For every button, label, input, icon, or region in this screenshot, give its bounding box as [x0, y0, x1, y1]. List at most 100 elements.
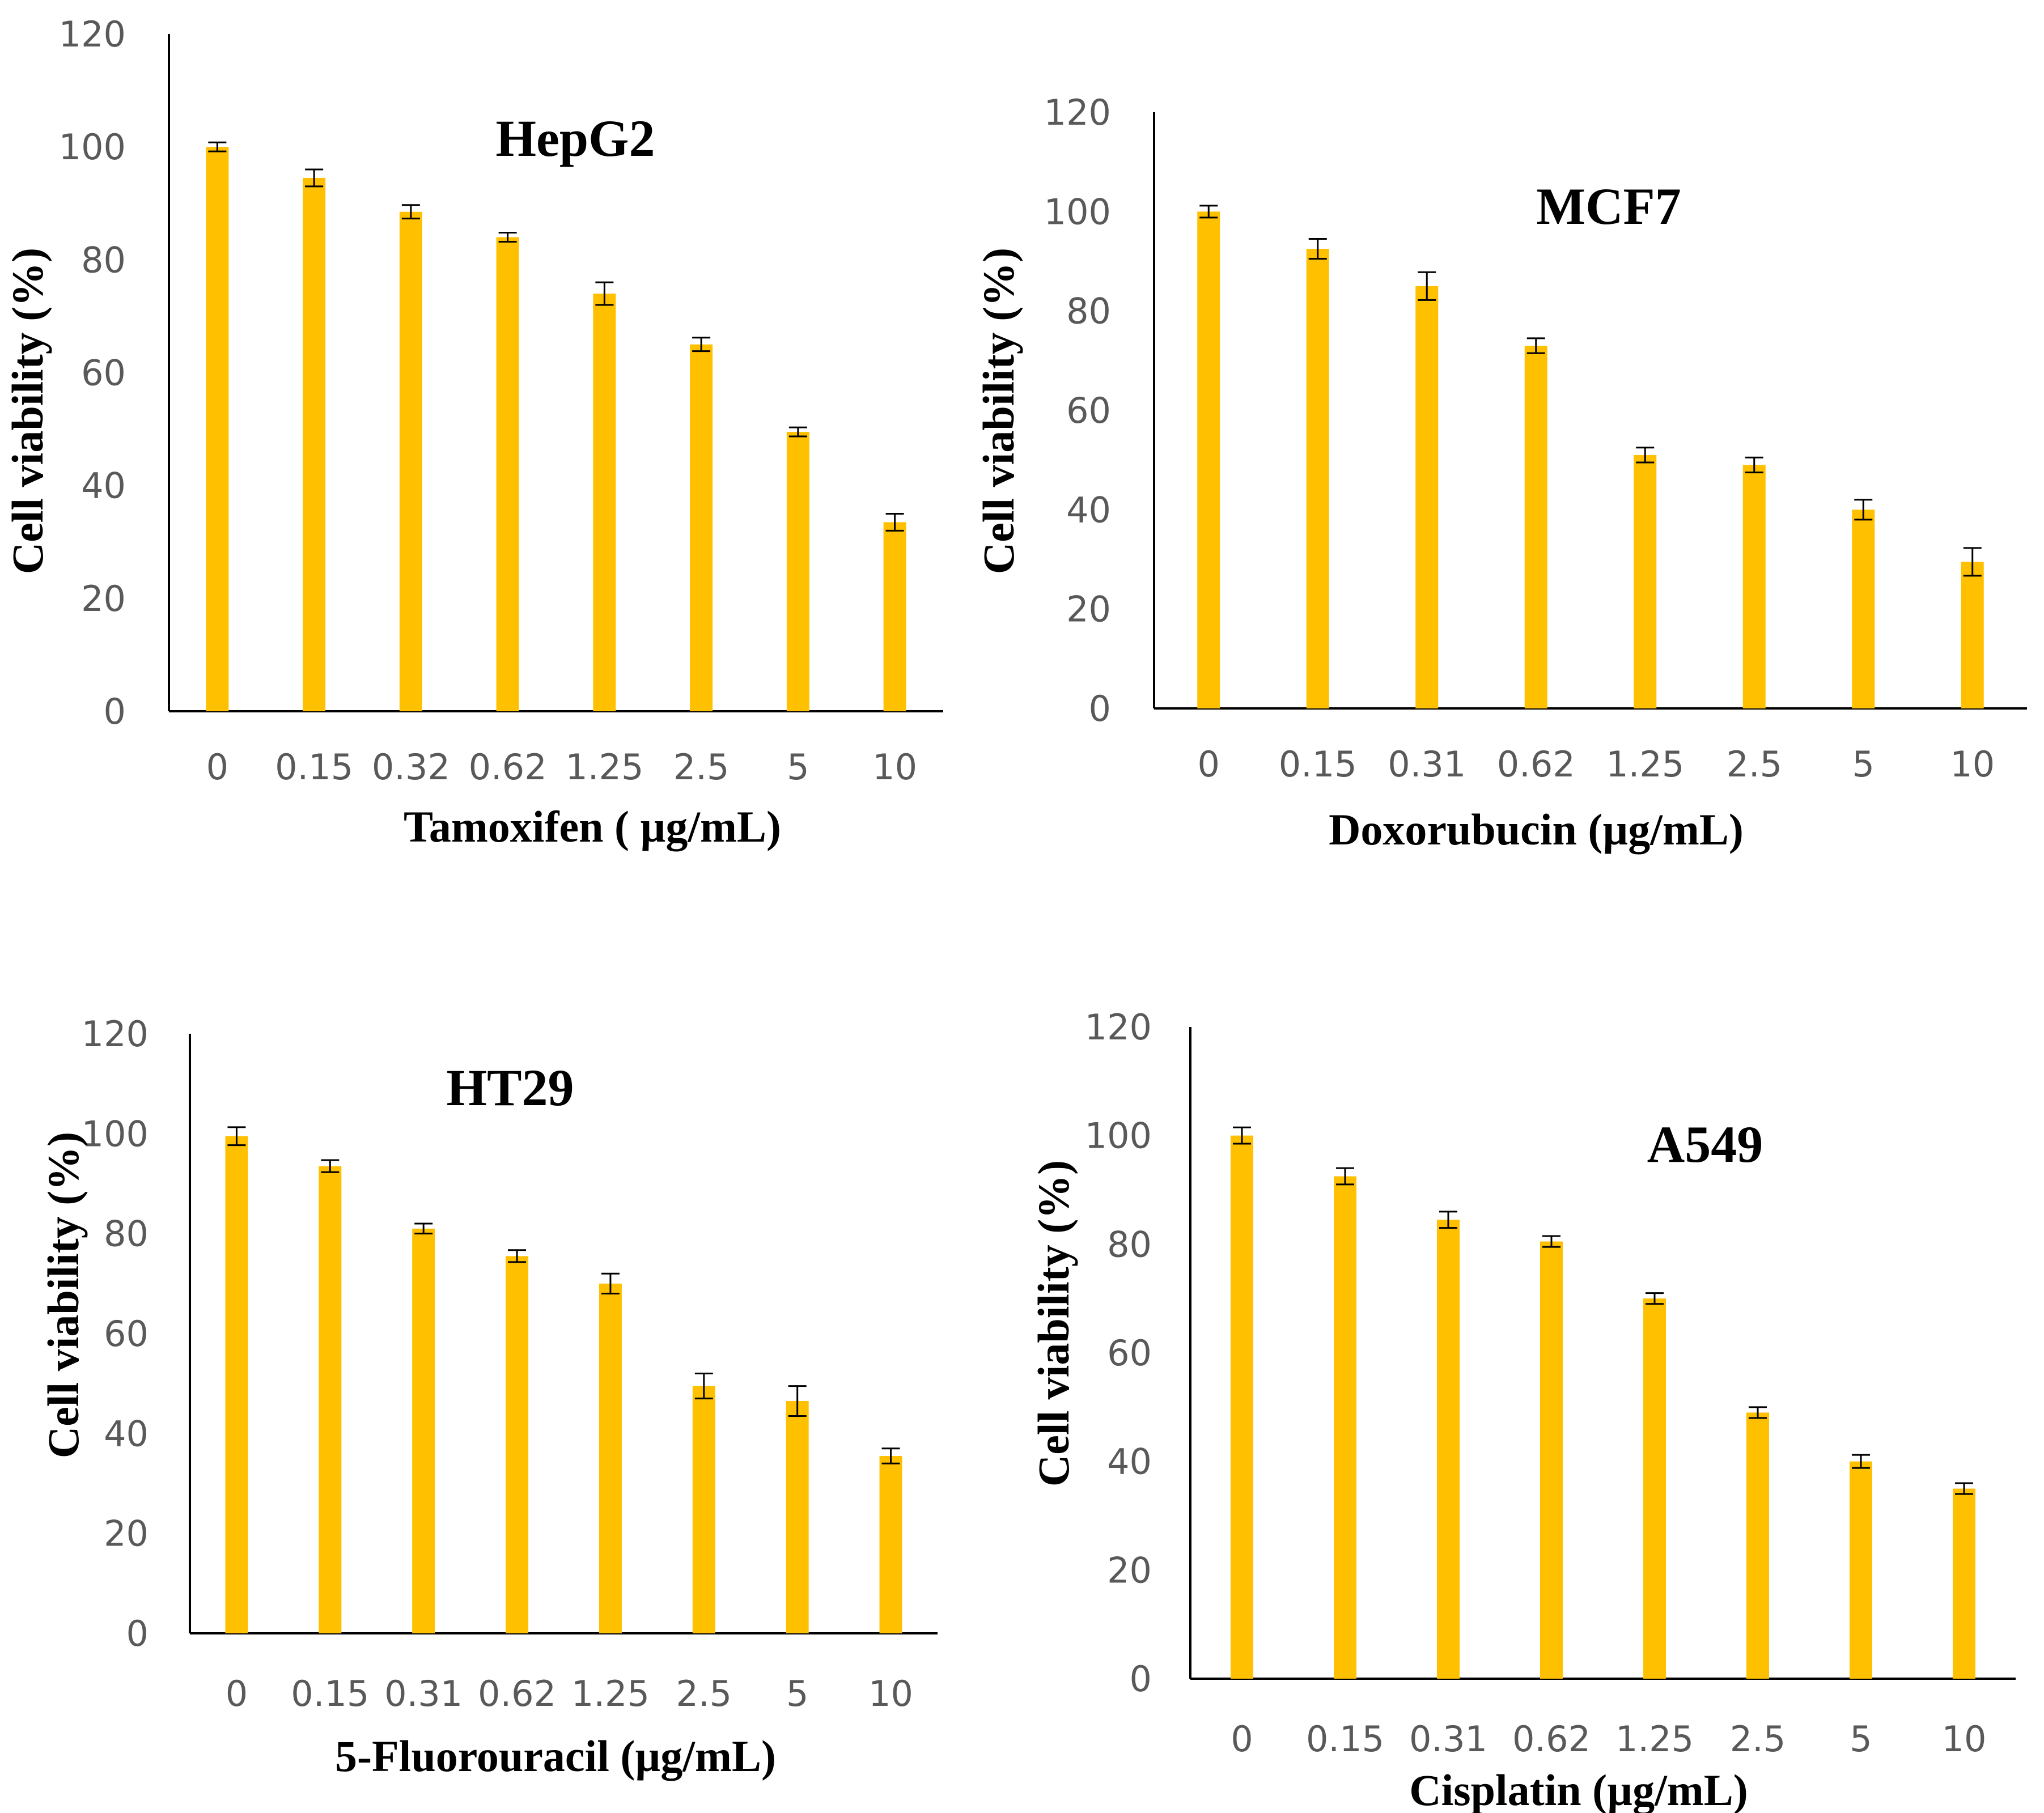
bar-0.31 — [1437, 1220, 1460, 1679]
error-bar — [498, 232, 517, 243]
bar-0.15 — [1306, 249, 1329, 708]
bar-2.5 — [1742, 465, 1766, 708]
error-bar — [1336, 1167, 1354, 1186]
error-bar — [1199, 205, 1218, 219]
y-tick-label: 60 — [1066, 390, 1111, 431]
x-axis-title: Tamoxifen ( µg/mL) — [404, 802, 781, 851]
error-bar — [694, 1373, 713, 1400]
bar-10 — [1961, 562, 1984, 708]
x-tick-label: 0.15 — [291, 1673, 369, 1714]
bar-0.31 — [1415, 286, 1439, 708]
bar-0.15 — [319, 1166, 342, 1633]
error-bar — [881, 1447, 900, 1464]
y-tick-label: 120 — [59, 14, 126, 55]
y-axis-title: Cell viability (%) — [3, 248, 52, 574]
y-tick-label: 40 — [1066, 489, 1111, 530]
x-tick-label: 0 — [226, 1673, 248, 1714]
error-bar — [1854, 499, 1873, 521]
y-tick-label: 0 — [1089, 688, 1111, 729]
y-tick-label: 20 — [104, 1513, 149, 1555]
y-tick-label: 80 — [104, 1213, 149, 1255]
y-tick-label: 20 — [81, 578, 126, 619]
error-bar — [1308, 238, 1327, 260]
error-bar — [692, 337, 711, 353]
y-axis-title: Cell viability (%) — [39, 1132, 88, 1458]
bar-5 — [786, 1401, 809, 1633]
x-tick-label: 0.31 — [384, 1673, 463, 1714]
x-axis-title: 5-Fluorouracil (µg/mL) — [335, 1731, 776, 1781]
bar-0.31 — [412, 1228, 435, 1633]
y-tick-label: 20 — [1107, 1549, 1152, 1591]
y-tick-label: 100 — [59, 126, 126, 168]
error-bar — [305, 168, 324, 188]
error-bar — [1233, 1126, 1251, 1145]
x-tick-label: 0 — [206, 746, 228, 788]
chart-title: MCF7 — [1536, 177, 1681, 235]
y-tick-label: 60 — [81, 353, 126, 394]
y-tick-label: 0 — [1130, 1658, 1152, 1700]
error-bar — [208, 141, 227, 152]
bar-5 — [786, 432, 809, 711]
x-tick-label: 5 — [787, 746, 809, 788]
x-tick-label: 2.5 — [1730, 1718, 1786, 1760]
error-bar — [1955, 1482, 1973, 1495]
x-tick-label: 0.31 — [1388, 744, 1466, 785]
y-axis-title: Cell viability (%) — [1029, 1160, 1078, 1487]
bar-0.62 — [496, 237, 519, 711]
y-tick-label: 80 — [81, 239, 126, 281]
bar-2.5 — [1746, 1412, 1769, 1679]
x-tick-label: 5 — [786, 1673, 808, 1714]
x-tick-label: 5 — [1852, 744, 1875, 785]
bar-1.25 — [599, 1283, 622, 1633]
x-tick-label: 0.62 — [469, 746, 547, 788]
x-tick-label: 10 — [1942, 1718, 1987, 1760]
bar-0 — [1231, 1135, 1253, 1679]
bar-1.25 — [1643, 1298, 1666, 1679]
x-tick-label: 1.25 — [571, 1673, 650, 1714]
error-bar — [595, 281, 614, 306]
bar-5 — [1852, 509, 1875, 708]
bar-10 — [879, 1456, 902, 1633]
y-tick-label: 40 — [1107, 1441, 1152, 1483]
x-axis-title: Cisplatin (µg/mL) — [1409, 1765, 1748, 1813]
chart-title: HepG2 — [495, 109, 655, 167]
error-bar — [1852, 1454, 1870, 1469]
y-tick-label: 120 — [82, 1013, 149, 1055]
error-bar — [601, 1272, 620, 1294]
error-bar — [1636, 447, 1655, 464]
x-tick-label: 0.62 — [1497, 744, 1575, 785]
error-bar — [414, 1222, 433, 1235]
bar-0.32 — [399, 211, 422, 711]
error-bar — [885, 512, 904, 532]
x-tick-label: 0.15 — [1279, 744, 1357, 785]
error-bar — [401, 204, 420, 220]
y-tick-label: 100 — [1044, 191, 1111, 232]
y-tick-label: 40 — [104, 1413, 149, 1454]
bar-10 — [1953, 1488, 1975, 1679]
bar-2.5 — [692, 1386, 715, 1633]
error-bar — [1542, 1235, 1560, 1248]
error-bar — [788, 1385, 807, 1417]
chart-panel-a549: 0 20 40 60 80 100 120 0 0.15 0.31 0.62 1.25 2.5 5 10 A5… — [1029, 1007, 2016, 1813]
bar-0.62 — [1524, 346, 1547, 708]
y-tick-label: 120 — [1085, 1007, 1152, 1048]
x-tick-label: 1.25 — [1606, 744, 1684, 785]
x-tick-label: 0.32 — [372, 746, 450, 788]
x-tick-label: 0 — [1198, 744, 1220, 785]
bar-0.62 — [506, 1256, 529, 1633]
y-tick-label: 80 — [1066, 291, 1111, 332]
x-tick-label: 1.25 — [565, 746, 643, 788]
chart-title: A549 — [1647, 1115, 1763, 1173]
error-bar — [227, 1126, 246, 1147]
error-bar — [788, 426, 807, 438]
x-tick-label: 0.31 — [1409, 1718, 1487, 1760]
x-tick-label: 1.25 — [1615, 1718, 1694, 1760]
error-bar — [1526, 337, 1545, 354]
bar-1.25 — [593, 294, 616, 711]
x-tick-label: 5 — [1850, 1718, 1872, 1760]
x-tick-label: 0.15 — [1306, 1718, 1384, 1760]
error-bar — [1745, 456, 1763, 474]
y-tick-label: 120 — [1044, 92, 1111, 133]
x-tick-label: 10 — [872, 746, 917, 788]
